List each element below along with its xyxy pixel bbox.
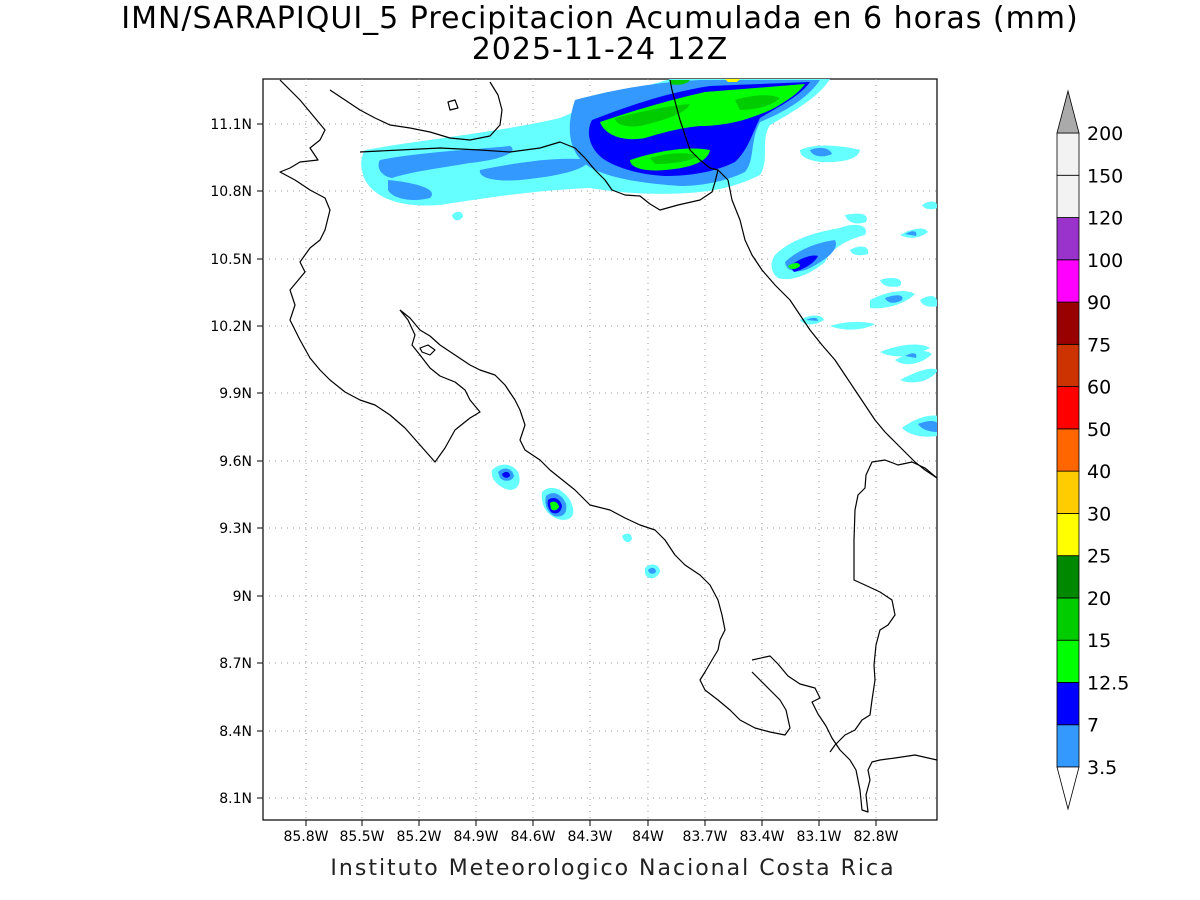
lat-label: 9.9N (219, 386, 252, 402)
colorbar-swatch (1056, 301, 1080, 345)
latitude-labels: 11.1N 10.8N 10.5N 10.2N 9.9N 9.6N 9.3N 9… (210, 117, 252, 807)
precipitation-field (361, 79, 937, 579)
colorbar-swatch (1056, 724, 1080, 768)
lon-label: 84.3W (567, 829, 612, 845)
colorbar-level-label: 7 (1087, 715, 1099, 737)
lat-label: 9N (233, 589, 252, 605)
lon-label: 85.2W (396, 829, 441, 845)
lat-label: 8.7N (219, 656, 252, 672)
colorbar-min-arrow (1056, 766, 1080, 811)
lat-label: 9.6N (219, 454, 252, 470)
lon-label: 85.5W (339, 829, 384, 845)
map-datetime: 2025-11-24 12Z (471, 32, 729, 67)
lon-label: 84.6W (510, 829, 555, 845)
colorbar-level-label: 50 (1087, 419, 1111, 441)
colorbar-swatch (1056, 555, 1080, 599)
lat-label: 10.2N (210, 319, 252, 335)
lat-label: 8.4N (219, 724, 252, 740)
colorbar-level-label: 12.5 (1087, 672, 1129, 694)
lon-label: 83.4W (739, 829, 784, 845)
lon-label: 83.7W (682, 829, 727, 845)
axis-ticks (257, 123, 877, 826)
footer-credit: Instituto Meteorologico Nacional Costa R… (330, 856, 896, 881)
colorbar-swatch (1056, 513, 1080, 557)
colorbar-level-label: 150 (1087, 165, 1123, 187)
colorbar-level-label: 90 (1087, 292, 1111, 314)
colorbar-level-label: 3.5 (1087, 757, 1117, 779)
colorbar-swatch (1056, 639, 1080, 683)
longitude-labels: 85.8W 85.5W 85.2W 84.9W 84.6W 84.3W 84W … (283, 829, 898, 845)
colorbar-swatch (1056, 682, 1080, 726)
map-title: IMN/SARAPIQUI_5 Precipitacion Acumulada … (121, 1, 1079, 36)
lon-label: 84W (632, 829, 664, 845)
colorbar-swatch (1056, 470, 1080, 514)
colorbar-swatch (1056, 386, 1080, 430)
coastlines (279, 79, 937, 813)
lat-label: 10.5N (210, 252, 252, 268)
lon-label: 85.8W (283, 829, 328, 845)
colorbar-swatch (1056, 132, 1080, 176)
lat-label: 9.3N (219, 521, 252, 537)
lon-label: 84.9W (453, 829, 498, 845)
colorbar-swatch (1056, 174, 1080, 218)
colorbar-level-label: 200 (1087, 123, 1123, 145)
lon-label: 82.8W (853, 829, 898, 845)
plot-frame (262, 78, 938, 821)
colorbar-level-label: 20 (1087, 588, 1111, 610)
colorbar-swatch (1056, 259, 1080, 303)
colorbar-max-arrow (1056, 89, 1080, 134)
lat-label: 11.1N (210, 117, 252, 133)
lat-label: 10.8N (210, 184, 252, 200)
colorbar-level-label: 75 (1087, 334, 1111, 356)
lat-label: 8.1N (219, 791, 252, 807)
lon-label: 83.1W (796, 829, 841, 845)
colorbar-swatch (1056, 343, 1080, 388)
colorbar-level-label: 40 (1087, 461, 1111, 483)
colorbar-level-label: 120 (1087, 208, 1123, 230)
colorbar-swatch (1056, 428, 1080, 472)
colorbar-swatch (1056, 597, 1080, 641)
colorbar-level-label: 15 (1087, 630, 1111, 652)
colorbar-swatch (1056, 217, 1080, 261)
colorbar-level-label: 100 (1087, 250, 1123, 272)
colorbar-level-label: 25 (1087, 546, 1111, 568)
colorbar: 3.5 7 12.5 15 20 25 30 40 50 60 75 90 100 120 150 200 (1056, 89, 1129, 811)
colorbar-level-label: 30 (1087, 503, 1111, 525)
colorbar-level-label: 60 (1087, 377, 1111, 399)
